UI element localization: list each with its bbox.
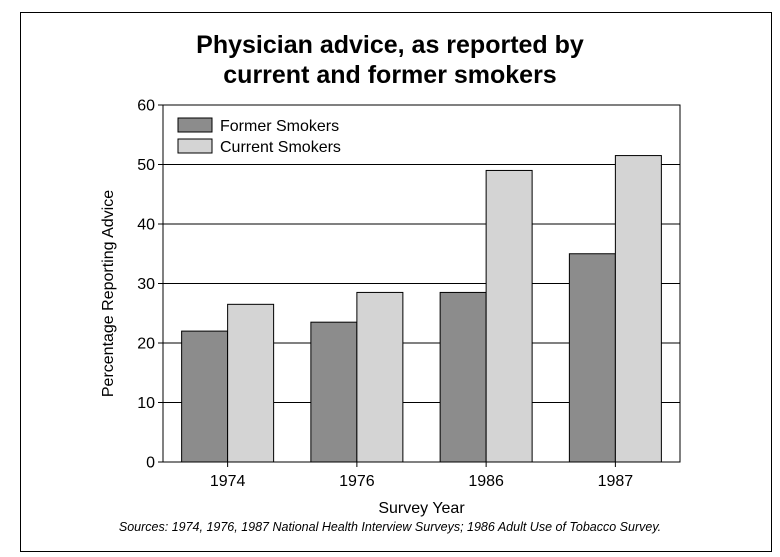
- x-axis-label: Survey Year: [378, 500, 465, 517]
- x-tick-label: 1974: [210, 473, 246, 490]
- bar-former-smokers-1987: [568, 253, 616, 463]
- y-tick-label: 40: [137, 217, 155, 234]
- bar-current-smokers-1987: [614, 155, 662, 463]
- x-tick-label: 1986: [468, 473, 504, 490]
- bar-current-smokers-1986: [485, 169, 533, 463]
- bar-current-smokers-1976: [356, 291, 404, 463]
- y-axis: 0 10 20 30 40 50 60: [137, 98, 163, 472]
- legend-swatch: [177, 138, 213, 154]
- bar-former-smokers-1974: [181, 330, 229, 463]
- x-tick-label: 1976: [339, 473, 375, 490]
- bars: [181, 155, 662, 463]
- chart-title-line-1: Physician advice, as reported by: [196, 31, 584, 59]
- chart-title: Physician advice, as reported by current…: [0, 30, 780, 90]
- bar-former-smokers-1986: [439, 291, 487, 463]
- y-tick-label: 10: [137, 395, 155, 412]
- legend-label: Current Smokers: [220, 139, 341, 156]
- y-axis-label: Percentage Reporting Advice: [100, 190, 117, 397]
- bar-current-smokers-1974: [227, 303, 275, 463]
- source-note: Sources: 1974, 1976, 1987 National Healt…: [118, 520, 662, 534]
- y-tick-label: 50: [137, 157, 155, 174]
- y-tick-label: 30: [137, 276, 155, 293]
- legend-swatch: [177, 117, 213, 133]
- legend-label: Former Smokers: [220, 118, 339, 135]
- x-axis: 1974 1976 1986 1987: [210, 462, 633, 490]
- chart-title-line-2: current and former smokers: [223, 61, 557, 89]
- x-tick-label: 1987: [598, 473, 634, 490]
- y-tick-label: 20: [137, 336, 155, 353]
- y-tick-label: 0: [146, 455, 155, 472]
- legend: Former Smokers Current Smokers: [177, 117, 341, 156]
- bar-former-smokers-1976: [310, 321, 358, 463]
- y-tick-label: 60: [137, 98, 155, 115]
